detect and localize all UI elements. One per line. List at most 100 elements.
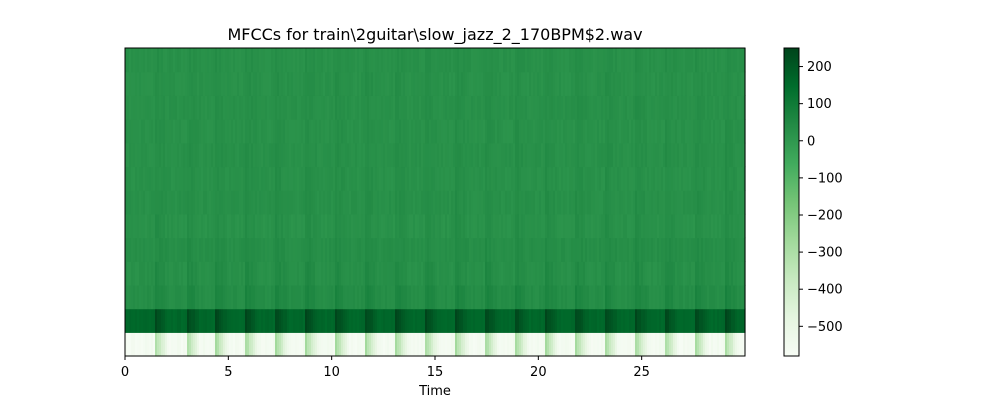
heatmap-cell <box>431 284 434 310</box>
heatmap-cell <box>463 261 466 286</box>
heatmap-cell <box>547 95 550 120</box>
heatmap-cell <box>255 71 258 96</box>
heatmap-cell <box>359 48 362 73</box>
heatmap-cell <box>355 119 358 144</box>
heatmap-cell <box>125 166 128 191</box>
heatmap-cell <box>563 237 566 262</box>
heatmap-cell <box>303 95 306 120</box>
heatmap-cell <box>453 95 456 120</box>
heatmap-cell <box>515 284 518 310</box>
heatmap-cell <box>629 95 632 120</box>
heatmap-cell <box>233 261 236 286</box>
heatmap-cell <box>463 71 466 96</box>
heatmap-cell <box>641 332 644 357</box>
heatmap-cell <box>219 142 222 168</box>
heatmap-cell <box>367 213 370 239</box>
heatmap-cell <box>181 190 184 215</box>
heatmap-cell <box>433 190 436 215</box>
heatmap-cell <box>575 308 578 333</box>
heatmap-cell <box>715 166 718 191</box>
heatmap-cell <box>225 48 228 73</box>
heatmap-cell <box>415 48 418 73</box>
heatmap-cell <box>259 95 262 120</box>
heatmap-cell <box>429 332 432 357</box>
heatmap-cell <box>461 190 464 215</box>
heatmap-cell <box>739 261 742 286</box>
heatmap-cell <box>533 308 536 333</box>
heatmap-cell <box>561 71 564 96</box>
heatmap-cell <box>295 95 298 120</box>
heatmap-cell <box>729 142 732 168</box>
heatmap-cell <box>425 71 428 96</box>
heatmap-cell <box>361 308 364 333</box>
heatmap-cell <box>435 71 438 96</box>
heatmap-cell <box>723 48 726 73</box>
heatmap-cell <box>251 332 254 357</box>
heatmap-cell <box>219 190 222 215</box>
heatmap-cell <box>249 308 252 333</box>
heatmap-cell <box>203 261 206 286</box>
heatmap-cell <box>409 237 412 262</box>
heatmap-cell <box>559 95 562 120</box>
heatmap-cell <box>203 142 206 168</box>
heatmap-cell <box>277 237 280 262</box>
heatmap-cell <box>129 190 132 215</box>
heatmap-cell <box>389 190 392 215</box>
heatmap-cell <box>587 166 590 191</box>
heatmap-cell <box>287 261 290 286</box>
heatmap-cell <box>345 213 348 239</box>
heatmap-cell <box>447 190 450 215</box>
heatmap-cell <box>511 119 514 144</box>
heatmap-cell <box>407 261 410 286</box>
heatmap-cell <box>615 119 618 144</box>
heatmap-cell <box>421 284 424 310</box>
heatmap-cell <box>743 142 746 168</box>
heatmap-cell <box>333 213 336 239</box>
heatmap-cell <box>475 71 478 96</box>
heatmap-cell <box>215 213 218 239</box>
heatmap-cell <box>619 95 622 120</box>
x-tick-label: 0 <box>121 365 129 380</box>
heatmap-cell <box>495 119 498 144</box>
heatmap-cell <box>419 95 422 120</box>
heatmap-cell <box>437 119 440 144</box>
heatmap-cell <box>689 284 692 310</box>
heatmap-cell <box>365 213 368 239</box>
heatmap-cell <box>253 332 256 357</box>
heatmap-cell <box>571 142 574 168</box>
heatmap-cell <box>475 237 478 262</box>
heatmap-cell <box>713 261 716 286</box>
heatmap-cell <box>147 48 150 73</box>
heatmap-cell <box>611 308 614 333</box>
heatmap-cell <box>239 142 242 168</box>
heatmap-cell <box>349 261 352 286</box>
heatmap-cell <box>565 190 568 215</box>
heatmap-cell <box>317 190 320 215</box>
heatmap-cell <box>431 142 434 168</box>
heatmap-cell <box>605 119 608 144</box>
heatmap-cell <box>523 119 526 144</box>
heatmap-cell <box>731 166 734 191</box>
heatmap-cell <box>559 71 562 96</box>
heatmap-cell <box>451 119 454 144</box>
heatmap-cell <box>303 308 306 333</box>
heatmap-cell <box>237 142 240 168</box>
heatmap-cell <box>567 95 570 120</box>
heatmap-cell <box>429 71 432 96</box>
heatmap-cell <box>331 332 334 357</box>
heatmap-cell <box>335 142 338 168</box>
heatmap-cell <box>281 142 284 168</box>
heatmap-cell <box>387 71 390 96</box>
heatmap-cell <box>635 190 638 215</box>
heatmap-cell <box>253 308 256 333</box>
heatmap-cell <box>141 284 144 310</box>
heatmap-cell <box>447 71 450 96</box>
heatmap-cell <box>717 213 720 239</box>
heatmap-cell <box>585 190 588 215</box>
heatmap-cell <box>427 237 430 262</box>
heatmap-cell <box>385 237 388 262</box>
heatmap-cell <box>469 213 472 239</box>
heatmap-cell <box>235 213 238 239</box>
heatmap-cell <box>469 142 472 168</box>
heatmap-cell <box>173 308 176 333</box>
